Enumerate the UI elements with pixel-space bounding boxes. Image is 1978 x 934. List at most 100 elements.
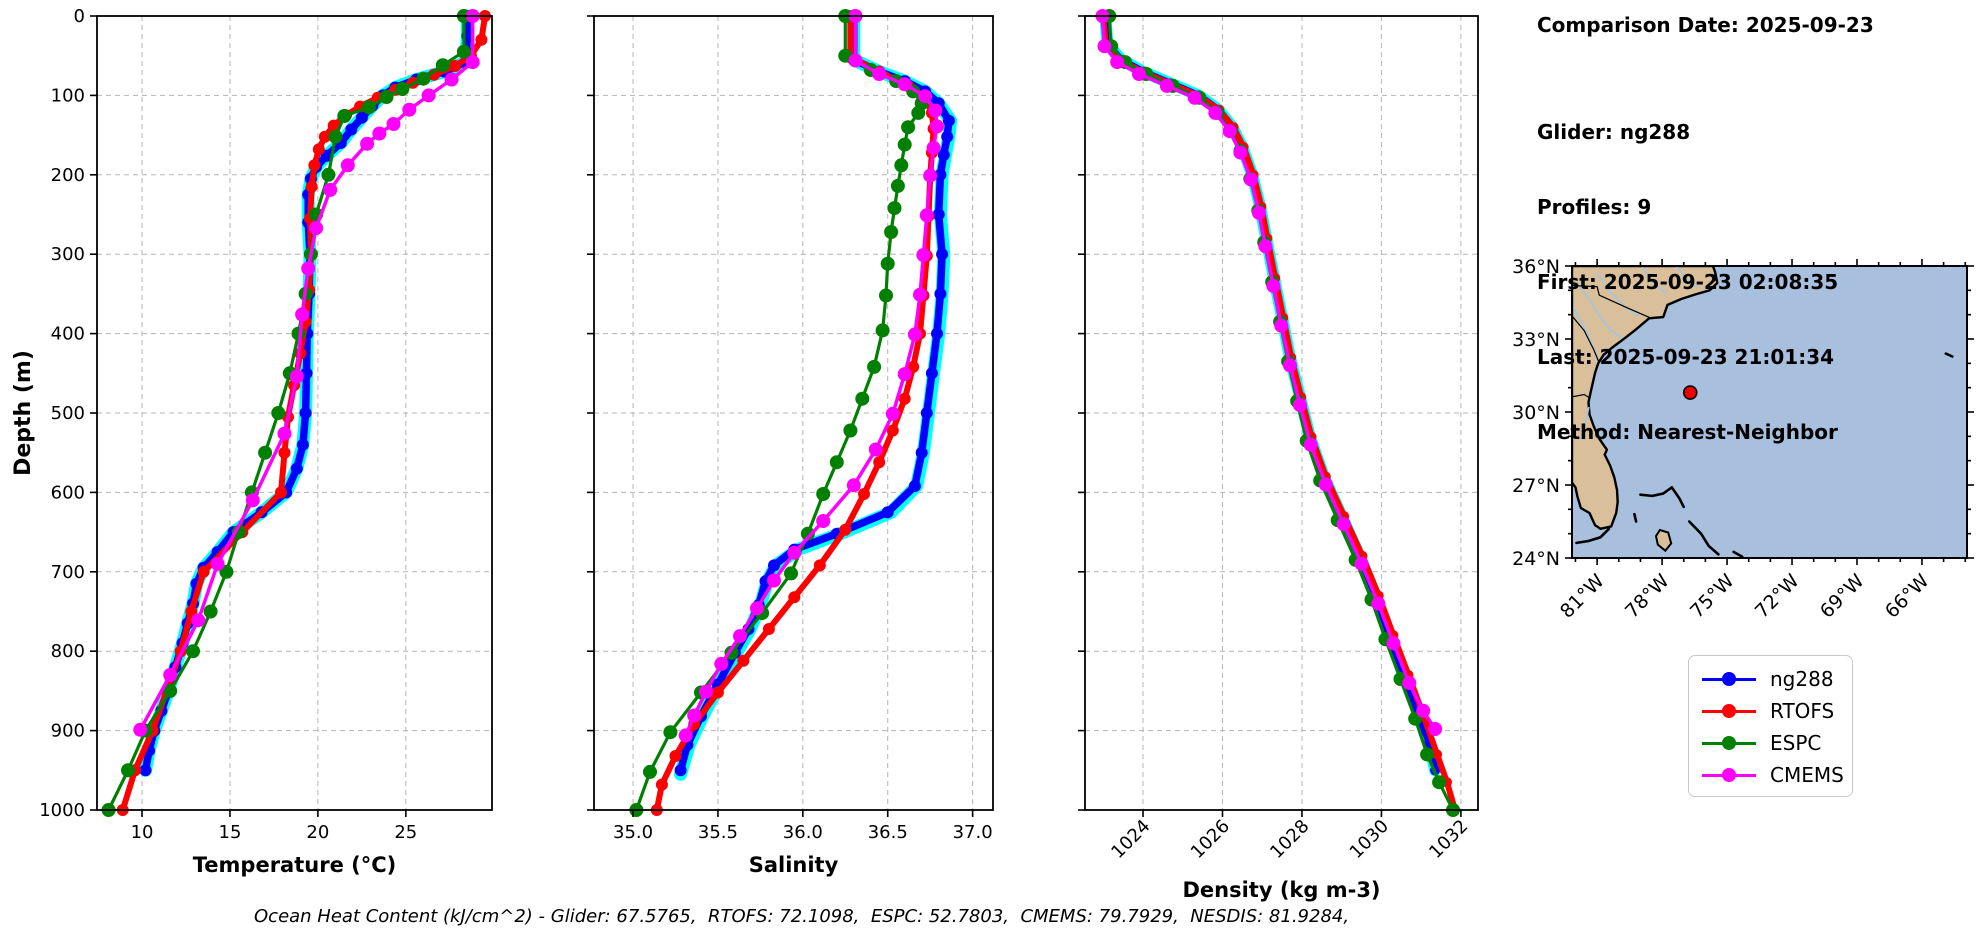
salinity-series-CMEMS-marker <box>687 708 702 723</box>
y-tick-label: 400 <box>51 324 85 345</box>
temperature-series-ESPC-marker <box>321 167 336 182</box>
salinity-series-CMEMS-marker <box>930 119 944 134</box>
temperature-series-ng288-marker <box>299 407 312 419</box>
density-series-ESPC-marker <box>1432 775 1447 790</box>
temperature-series-ng288-marker <box>296 438 309 451</box>
map-lat-label: 27°N <box>1512 475 1560 497</box>
x-tick-label: 1032 <box>1425 816 1472 863</box>
salinity-series-RTOFS-marker <box>813 559 826 572</box>
temperature-series-RTOFS-marker <box>475 33 488 46</box>
density-series-CMEMS-marker <box>1428 722 1443 736</box>
salinity-series-CMEMS-marker <box>919 208 934 223</box>
density-series-CMEMS-marker <box>1110 55 1125 70</box>
temperature-series-ng288-marker <box>139 764 152 777</box>
map-state-border <box>1572 315 1600 363</box>
temperature-series-ESPC-marker <box>328 129 343 144</box>
temperature-series-ESPC-marker <box>416 71 431 86</box>
y-tick-label: 300 <box>51 244 85 265</box>
density-series-CMEMS-marker <box>1274 318 1289 333</box>
salinity-series-ESPC-marker <box>875 323 890 338</box>
y-tick-label: 900 <box>51 721 85 742</box>
density-series-CMEMS-marker <box>1293 398 1307 413</box>
salinity-series-CMEMS-marker <box>699 684 714 699</box>
salinity-series-ESPC-marker <box>897 137 912 152</box>
salinity-series-ng288-marker <box>881 506 894 519</box>
temperature-series-ESPC-marker <box>379 90 394 104</box>
x-tick-label: 35.0 <box>613 822 653 843</box>
y-tick-label: 700 <box>51 562 85 583</box>
salinity-series-RTOFS-marker <box>858 488 870 500</box>
map-lat-label: 36°N <box>1512 256 1560 278</box>
temperature-series-RTOFS-marker <box>278 446 291 459</box>
legend-dot-glyph <box>1722 768 1736 782</box>
method-text: Method: Nearest-Neighbor <box>1537 420 1838 444</box>
density-series-ng288-line <box>1101 12 1439 774</box>
temperature-series-CMEMS-marker <box>372 126 387 141</box>
salinity-series-ng288-marker <box>941 130 954 143</box>
legend-dot-glyph <box>1722 704 1736 718</box>
salinity-series-CMEMS-marker <box>868 442 883 457</box>
x-tick-label: 35.5 <box>698 822 738 843</box>
temperature-series-ESPC-marker <box>395 82 410 96</box>
map-island-andros <box>1654 528 1673 553</box>
map-river <box>1580 406 1590 442</box>
salinity-series-RTOFS-marker <box>737 654 750 667</box>
density-profile-plot: 1024 1026 1028 1030 1032 Density (kg m-3) <box>1078 9 1479 902</box>
map-lon-label: 72°W <box>1751 570 1804 623</box>
x-tick-label: 36.5 <box>868 822 908 843</box>
y-tick-label: 600 <box>51 482 85 503</box>
last-profile-text: Last: 2025-09-23 21:01:34 <box>1537 345 1835 369</box>
temperature-series-ESPC-marker <box>203 604 218 619</box>
temperature-series-RTOFS-marker <box>449 60 462 72</box>
legend-item-ng288: ng288 <box>1689 663 1852 695</box>
salinity-series-CMEMS-marker <box>750 601 764 616</box>
salinity-series-ng288-marker <box>942 114 955 127</box>
temperature-series-ESPC-marker <box>361 100 376 115</box>
temperature-series-CMEMS-marker <box>301 261 316 276</box>
salinity-series-ESPC-marker <box>800 526 815 541</box>
salinity-series-ESPC-marker <box>890 178 905 193</box>
salinity-series-ESPC-marker <box>879 288 893 303</box>
legend-dot-glyph <box>1722 672 1736 686</box>
temperature-xlabel: Temperature (°C) <box>193 853 396 877</box>
salinity-series-ng288-marker <box>674 764 687 777</box>
salinity-series-ESPC-marker <box>887 201 902 216</box>
salinity-series-CMEMS-marker <box>897 77 912 92</box>
salinity-series-ESPC-marker <box>643 764 657 779</box>
depth-axis-label: Depth (m) <box>11 350 36 476</box>
map-island <box>1732 550 1744 558</box>
y-tick-label: 0 <box>74 6 85 27</box>
ocean-heat-content-text: Ocean Heat Content (kJ/cm^2) - Glider: 6… <box>254 906 1350 927</box>
density-series-CMEMS-marker <box>1222 124 1237 139</box>
y-tick-label: 500 <box>51 403 85 424</box>
temperature-series-ESPC-marker <box>435 58 450 73</box>
legend-dot-glyph <box>1722 736 1736 750</box>
temperature-series-CMEMS-marker <box>360 136 375 151</box>
density-series-ESPC-marker <box>1420 747 1435 762</box>
temperature-series-ESPC-marker <box>163 683 178 698</box>
legend-label-ng288: ng288 <box>1770 667 1834 691</box>
temperature-series-RTOFS-marker <box>318 130 331 143</box>
temperature-series-CMEMS-marker <box>133 722 148 737</box>
salinity-series-CMEMS-marker <box>678 728 693 743</box>
map-river <box>1641 266 1667 295</box>
map-island <box>1633 512 1638 523</box>
map-river <box>1574 281 1623 339</box>
temperature-series-RTOFS-marker <box>275 486 287 499</box>
density-series-CMEMS-marker <box>1386 636 1401 651</box>
salinity-series-ng288-marker <box>925 367 938 380</box>
salinity-series-ng288-marker <box>934 287 947 300</box>
y-tick-label: 800 <box>51 641 85 662</box>
temperature-series-CMEMS-marker <box>421 88 436 103</box>
density-series-CMEMS-line <box>1100 14 1437 731</box>
salinity-series-CMEMS-marker <box>916 248 931 262</box>
salinity-series-ng288-marker <box>936 248 949 261</box>
density-series-CMEMS-marker <box>1132 67 1146 81</box>
temperature-series-CMEMS-marker <box>295 307 310 322</box>
density-series-CMEMS-marker <box>1159 78 1174 93</box>
temperature-series-CMEMS-marker <box>444 72 459 87</box>
density-series-CMEMS-marker <box>1416 703 1431 718</box>
temperature-series-CMEMS-marker <box>210 556 225 571</box>
map-lon-label: 81°W <box>1556 570 1609 623</box>
